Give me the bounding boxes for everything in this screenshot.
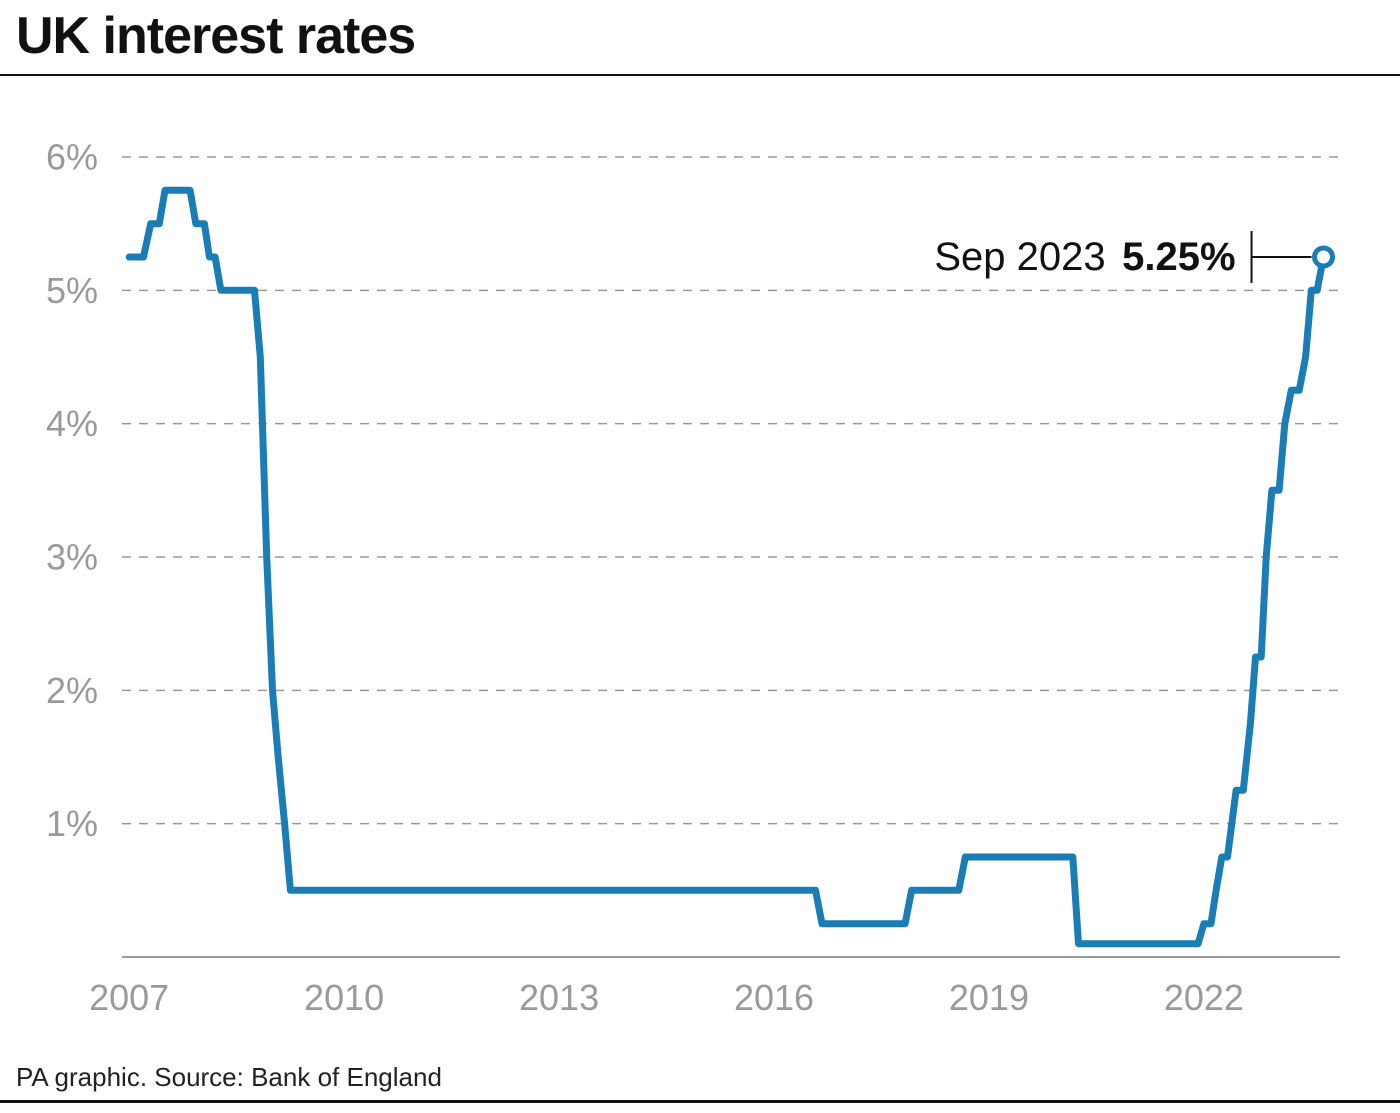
y-tick-label: 6% [46, 137, 98, 178]
y-tick-label: 5% [46, 270, 98, 311]
y-tick-label: 2% [46, 670, 98, 711]
annotation-date: Sep 2023 [934, 235, 1105, 279]
y-tick-label: 4% [46, 403, 98, 444]
x-tick-label: 2016 [734, 977, 814, 1018]
series-line [125, 186, 1327, 948]
source-note: PA graphic. Source: Bank of England [16, 1062, 442, 1092]
x-tick-label: 2019 [949, 977, 1029, 1018]
footer-divider [0, 1100, 1400, 1103]
y-axis-ticks: 6% 5% 4% 3% 2% 1% [46, 137, 98, 845]
y-tick-label: 1% [46, 803, 98, 844]
chart-title: UK interest rates [16, 7, 416, 65]
x-tick-label: 2007 [89, 977, 169, 1018]
x-axis-ticks: 2007 2010 2013 2016 2019 2022 [89, 977, 1244, 1018]
end-point-marker [1312, 245, 1336, 269]
y-tick-label: 3% [46, 537, 98, 578]
annotation-value: 5.25% [1122, 235, 1235, 279]
x-tick-label: 2013 [519, 977, 599, 1018]
x-tick-label: 2010 [304, 977, 384, 1018]
title-divider [0, 74, 1400, 76]
annotation-label: Sep 2023 5.25% [934, 235, 1235, 279]
x-tick-label: 2022 [1164, 977, 1244, 1018]
